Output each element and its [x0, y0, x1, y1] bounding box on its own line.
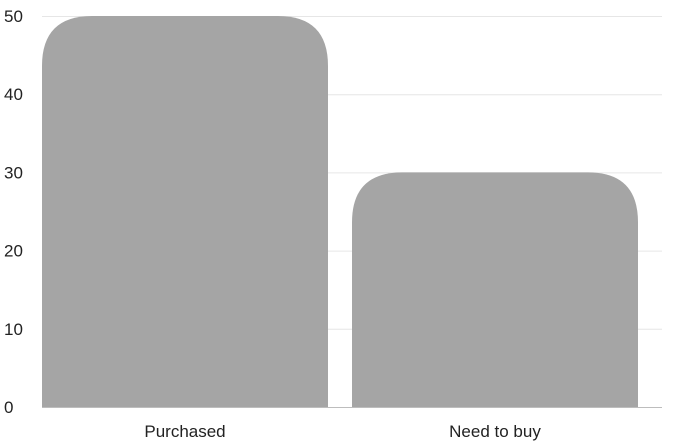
y-tick-label: 50 [4, 7, 23, 26]
x-tick-label: Need to buy [449, 422, 541, 441]
y-tick-label: 40 [4, 85, 23, 104]
y-tick-label: 20 [4, 242, 23, 261]
bar-need-to-buy[interactable] [352, 172, 638, 407]
y-tick-label: 10 [4, 320, 23, 339]
y-tick-label: 0 [4, 398, 13, 417]
bars [42, 16, 638, 407]
y-tick-label: 30 [4, 163, 23, 182]
x-axis: Purchased Need to buy [144, 422, 541, 441]
bar-purchased[interactable] [42, 16, 328, 407]
x-tick-label: Purchased [144, 422, 225, 441]
y-axis: 0 10 20 30 40 50 [4, 7, 23, 417]
